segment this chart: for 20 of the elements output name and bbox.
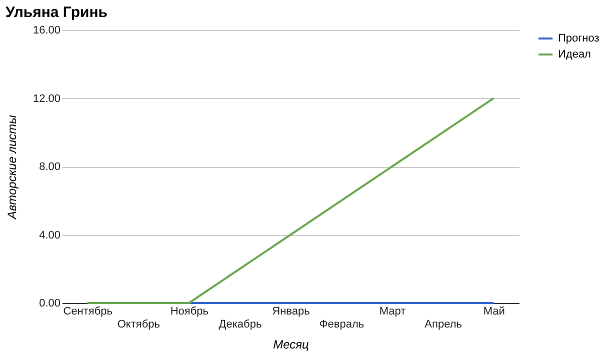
x-tick-label: Май [483,306,505,318]
y-tick-label: 0.00 [39,298,60,310]
x-tick-label: Январь [272,306,310,318]
y-tick-label: 8.00 [39,161,60,173]
x-tick-label: Декабрь [218,318,262,330]
legend-label: Прогноз [558,32,600,44]
line-series [86,97,495,304]
x-tick-label: Апрель [424,318,462,330]
x-axis-title: Месяц [273,338,310,352]
x-tick-label: Ноябрь [170,306,209,318]
y-tick-label: 12.00 [32,92,60,105]
x-tick-label: Октябрь [117,318,160,330]
x-tick-label: Сентябрь [63,306,113,318]
y-tick-label: 4.00 [39,229,60,242]
y-axis-title: Авторские листы [4,114,19,220]
y-tick-label: 16.00 [32,24,60,36]
x-tick-label: Февраль [319,318,364,330]
legend-label: Идеал [558,48,591,60]
x-tick-label: Март [379,306,406,318]
chart-title: Ульяна Гринь [5,4,108,21]
